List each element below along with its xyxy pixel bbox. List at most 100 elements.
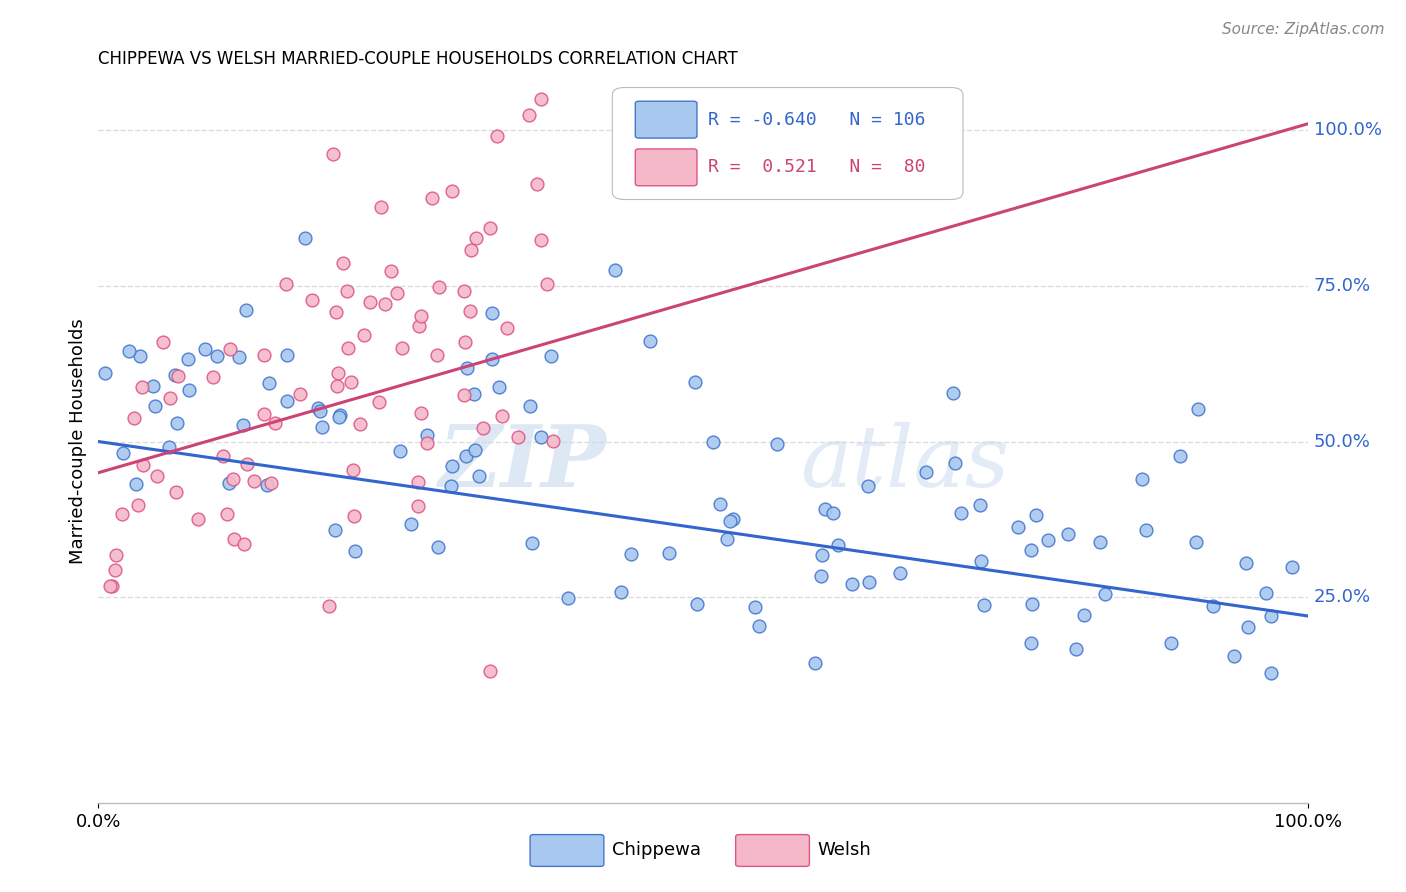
Point	[453, 387, 475, 401]
Point	[146, 468, 169, 483]
Point	[408, 318, 430, 333]
Point	[803, 657, 825, 671]
Point	[325, 305, 347, 319]
Point	[426, 348, 449, 362]
Point	[177, 383, 200, 397]
Text: 75.0%: 75.0%	[1313, 277, 1371, 295]
Point	[543, 434, 565, 449]
Point	[1160, 636, 1182, 650]
Point	[385, 286, 408, 301]
Point	[236, 458, 259, 472]
Point	[1223, 649, 1246, 664]
Point	[460, 243, 482, 257]
Point	[125, 477, 148, 491]
Point	[166, 416, 188, 430]
Point	[380, 264, 402, 278]
Point	[332, 256, 354, 270]
Point	[1021, 597, 1043, 611]
Point	[1064, 641, 1087, 656]
Point	[129, 349, 152, 363]
Text: 50.0%: 50.0%	[1313, 433, 1371, 450]
Point	[276, 393, 298, 408]
Point	[219, 342, 242, 356]
Point	[519, 399, 541, 413]
Point	[530, 233, 553, 247]
Point	[218, 475, 240, 490]
Point	[720, 514, 742, 528]
Point	[328, 367, 350, 381]
Point	[127, 498, 149, 512]
Point	[343, 509, 366, 524]
Point	[359, 294, 381, 309]
FancyBboxPatch shape	[636, 101, 697, 138]
Point	[187, 512, 209, 526]
Point	[969, 499, 991, 513]
Point	[370, 200, 392, 214]
Point	[810, 569, 832, 583]
Text: CHIPPEWA VS WELSH MARRIED-COUPLE HOUSEHOLDS CORRELATION CHART: CHIPPEWA VS WELSH MARRIED-COUPLE HOUSEHO…	[98, 50, 738, 68]
FancyBboxPatch shape	[735, 835, 810, 866]
Point	[748, 618, 770, 632]
Point	[456, 360, 478, 375]
Point	[318, 599, 340, 613]
Point	[325, 523, 347, 537]
Point	[481, 352, 503, 367]
Point	[526, 177, 548, 191]
Point	[1281, 560, 1303, 574]
Point	[177, 351, 200, 366]
Point	[814, 501, 837, 516]
Point	[94, 366, 117, 380]
Point	[1019, 542, 1042, 557]
Point	[301, 293, 323, 307]
Point	[235, 303, 257, 318]
Point	[463, 386, 485, 401]
Point	[638, 334, 661, 348]
Point	[253, 348, 276, 362]
Text: atlas: atlas	[800, 422, 1010, 505]
Point	[969, 554, 991, 568]
Point	[336, 341, 359, 355]
Point	[686, 597, 709, 611]
Point	[841, 577, 863, 591]
Point	[458, 303, 481, 318]
Y-axis label: Married-couple Households: Married-couple Households	[69, 318, 87, 565]
Point	[111, 507, 134, 521]
Point	[342, 463, 364, 477]
Point	[454, 335, 477, 350]
Point	[467, 468, 489, 483]
Point	[411, 406, 433, 420]
Point	[716, 532, 738, 546]
Point	[391, 341, 413, 355]
Point	[439, 479, 461, 493]
FancyBboxPatch shape	[530, 835, 603, 866]
Point	[276, 348, 298, 362]
Point	[766, 437, 789, 451]
Point	[471, 421, 494, 435]
Point	[415, 428, 437, 442]
Point	[165, 368, 187, 383]
Point	[252, 408, 274, 422]
Point	[311, 419, 333, 434]
Point	[104, 548, 127, 562]
Point	[949, 506, 972, 520]
Point	[205, 349, 228, 363]
Point	[744, 599, 766, 614]
Point	[530, 430, 553, 444]
Point	[353, 327, 375, 342]
Point	[242, 474, 264, 488]
Point	[325, 379, 347, 393]
Point	[256, 478, 278, 492]
Point	[307, 401, 329, 416]
Text: Source: ZipAtlas.com: Source: ZipAtlas.com	[1222, 22, 1385, 37]
Point	[232, 417, 254, 432]
Point	[264, 416, 287, 430]
Point	[530, 92, 553, 106]
Point	[336, 285, 359, 299]
Point	[112, 446, 135, 460]
Point	[496, 321, 519, 335]
Text: R = -0.640   N = 106: R = -0.640 N = 106	[707, 111, 925, 128]
Point	[374, 297, 396, 311]
Point	[132, 458, 155, 473]
Point	[609, 584, 631, 599]
Point	[536, 277, 558, 292]
